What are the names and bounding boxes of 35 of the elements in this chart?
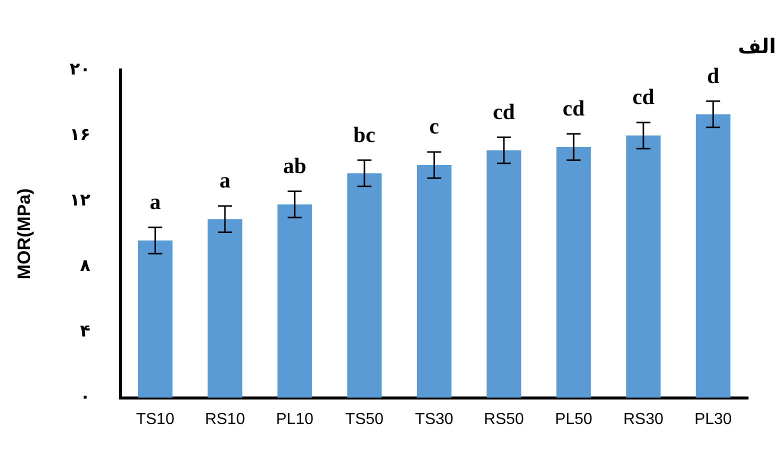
bar (208, 219, 242, 398)
x-tick-label: PL30 (694, 410, 732, 428)
x-tick-label: RS30 (623, 410, 664, 428)
annotation: cd (632, 84, 654, 110)
y-axis-title: MOR(MPa) (14, 188, 34, 280)
bar (556, 147, 591, 398)
y-tick-label: ۱۲ (70, 190, 91, 211)
annotation: bc (353, 122, 376, 147)
bar (138, 240, 172, 398)
annotation: cd (562, 96, 585, 121)
x-tick-label: RS10 (204, 410, 246, 428)
annotation: ab (283, 152, 306, 178)
y-tick-label: ۱۶ (70, 124, 90, 145)
y-tick-label: ۴ (80, 322, 90, 342)
annotation: a (150, 189, 161, 214)
bar (486, 150, 522, 398)
bar (347, 173, 382, 398)
annotation: d (707, 62, 720, 88)
x-tick-label: TS10 (136, 410, 174, 428)
x-tick-label: RS50 (484, 410, 524, 428)
annotation: a (219, 168, 230, 193)
x-tick-label: PL50 (554, 410, 592, 428)
bar (277, 204, 312, 398)
y-tick-label: ۰ (80, 387, 90, 408)
x-tick-label: TS50 (345, 410, 384, 428)
annotation: c (429, 114, 440, 139)
bar (626, 136, 661, 398)
bar (416, 165, 452, 398)
bar (696, 114, 730, 398)
y-tick-label: ۸ (80, 256, 91, 276)
y-tick-label: ۲۰ (70, 59, 90, 80)
x-tick-label: PL10 (276, 410, 314, 428)
chart-title: الف (738, 34, 776, 58)
x-tick-label: TS30 (415, 410, 454, 428)
annotation: cd (492, 98, 515, 124)
